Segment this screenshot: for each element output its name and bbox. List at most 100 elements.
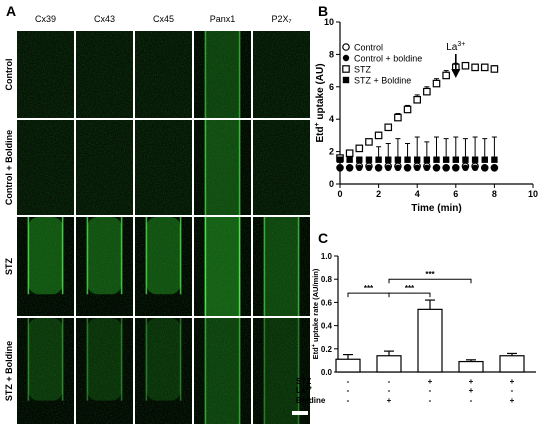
data-point-filled-square [452,156,459,163]
data-point-filled-circle [452,164,459,171]
micrograph-tile [135,31,192,118]
tile-grain [76,318,133,424]
condition-label-base: Boldine [296,396,326,405]
micrograph-tile [76,318,133,424]
x-tick-label: 6 [453,189,458,199]
bar [376,355,402,373]
y-tick-label: 0 [329,179,334,189]
data-point-filled-circle [336,164,344,171]
y-axis-title: Etd+ uptake (AU) [314,63,326,142]
annotation-base: La [446,42,458,53]
tile-grain [194,120,251,215]
data-point-filled-square [385,156,392,163]
data-point-filled-square [491,156,498,163]
legend-marker [342,54,350,62]
y-axis-title: Etd+ uptake rate (AU/min) [311,268,320,359]
data-point-open-square [365,138,373,146]
micrograph-tile [135,217,192,316]
data-point-filled-square [356,156,363,163]
data-point-open-square [374,131,383,140]
micrograph-tile [76,217,133,316]
y-tick-label: 2 [329,147,334,157]
legend-label: Control [354,43,383,53]
column-header: P2X₇ [271,14,291,24]
y-title-part: Etd [315,126,326,142]
condition-label-superscript: 3+ [305,386,312,392]
annotation-superscript: 3+ [457,41,465,48]
data-point-filled-circle [462,164,469,171]
column-header: Panx1 [210,14,236,24]
tile-grain [253,217,310,316]
data-point-filled-square [336,156,344,163]
panel-b-letter: B [318,3,328,19]
data-point-open-square [403,105,412,114]
y-title-superscript: + [311,344,317,347]
micrograph-tile [253,217,310,316]
data-point-filled-square [481,156,488,163]
row-label: STZ [4,257,14,275]
data-point-filled-circle [365,164,373,171]
tile-grain [76,120,133,215]
x-axis-title: Time (min) [411,203,461,214]
micrograph-tile [253,120,310,215]
significance-stars: *** [425,270,435,279]
micrograph-tile [194,217,251,316]
data-point-filled-square [423,156,431,163]
data-point-filled-circle [423,164,431,171]
y-tick-label: 8 [329,49,334,59]
micrograph-tile [17,318,74,424]
significance-bracket [388,292,431,298]
condition-label: Boldine [296,396,326,405]
micrograph-tile [17,217,74,316]
tile-grain [194,217,251,316]
micrograph-tile [194,318,251,424]
data-point-filled-square [375,156,382,163]
micrograph-grid [17,31,310,424]
tile-grain [253,120,310,215]
row-label: Control + Boldine [4,130,14,205]
data-point-open-square [461,61,470,70]
y-tick-label: 4 [329,114,334,124]
significance-stars: *** [405,284,415,293]
legend-label: STZ [354,65,372,75]
condition-sign: + [387,396,392,405]
condition-label: La3+ [296,386,313,395]
condition-label: STZ [296,377,311,386]
condition-sign: + [510,396,515,405]
data-point-filled-circle [356,164,363,171]
x-tick-label: 4 [415,189,420,199]
data-point-filled-square [471,156,479,163]
data-point-open-square [471,63,479,72]
micrograph-tile [194,120,251,215]
condition-sign: + [510,377,515,386]
x-tick-label: 10 [528,189,538,199]
data-point-filled-circle [471,164,479,171]
tile-grain [253,31,310,118]
column-header: Cx39 [35,14,56,24]
x-tick-label: 8 [492,189,497,199]
data-point-open-square [384,123,393,132]
legend-marker [342,65,350,73]
tile-grain [194,318,251,424]
significance-bracket [388,278,472,284]
tile-grain [135,31,192,118]
data-point-open-square [345,149,354,158]
data-point-open-square [442,71,450,80]
significance-bracket [347,292,390,298]
condition-sign: - [470,396,473,405]
condition-sign: - [511,386,514,395]
tile-grain [194,31,251,118]
legend-label: STZ + Boldine [354,76,411,86]
condition-sign: - [347,396,350,405]
significance-stars: *** [364,284,374,293]
column-header: Cx45 [153,14,174,24]
tile-grain [135,217,192,316]
micrograph-tile [76,120,133,215]
micrograph-tile [17,31,74,118]
chart-b-axes: 0 2 4 6 8 10 0 2 4 6 8 10 Time (min) Etd+ uptake (AU) [314,17,538,214]
y-title-part: uptake (AU) [315,63,326,122]
y-tick-label: 0.0 [321,368,333,377]
micrograph-tile [194,31,251,118]
condition-sign: + [428,377,433,386]
